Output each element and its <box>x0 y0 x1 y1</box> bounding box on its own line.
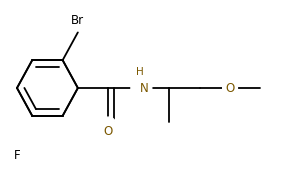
Text: O: O <box>104 125 113 138</box>
Ellipse shape <box>101 117 115 128</box>
Text: H: H <box>136 67 144 77</box>
Text: O: O <box>225 81 235 95</box>
Ellipse shape <box>67 18 88 31</box>
Ellipse shape <box>223 81 237 95</box>
Text: Br: Br <box>71 14 84 27</box>
Ellipse shape <box>131 81 152 95</box>
Text: N: N <box>140 81 149 95</box>
Ellipse shape <box>11 146 24 158</box>
Text: F: F <box>14 149 20 162</box>
